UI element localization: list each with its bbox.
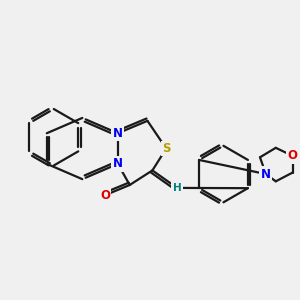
Text: H: H	[173, 183, 182, 193]
Text: N: N	[261, 168, 271, 181]
Text: N: N	[113, 157, 123, 170]
Text: O: O	[288, 149, 298, 162]
Text: N: N	[113, 127, 123, 140]
Text: O: O	[100, 189, 110, 202]
Text: S: S	[162, 142, 170, 155]
